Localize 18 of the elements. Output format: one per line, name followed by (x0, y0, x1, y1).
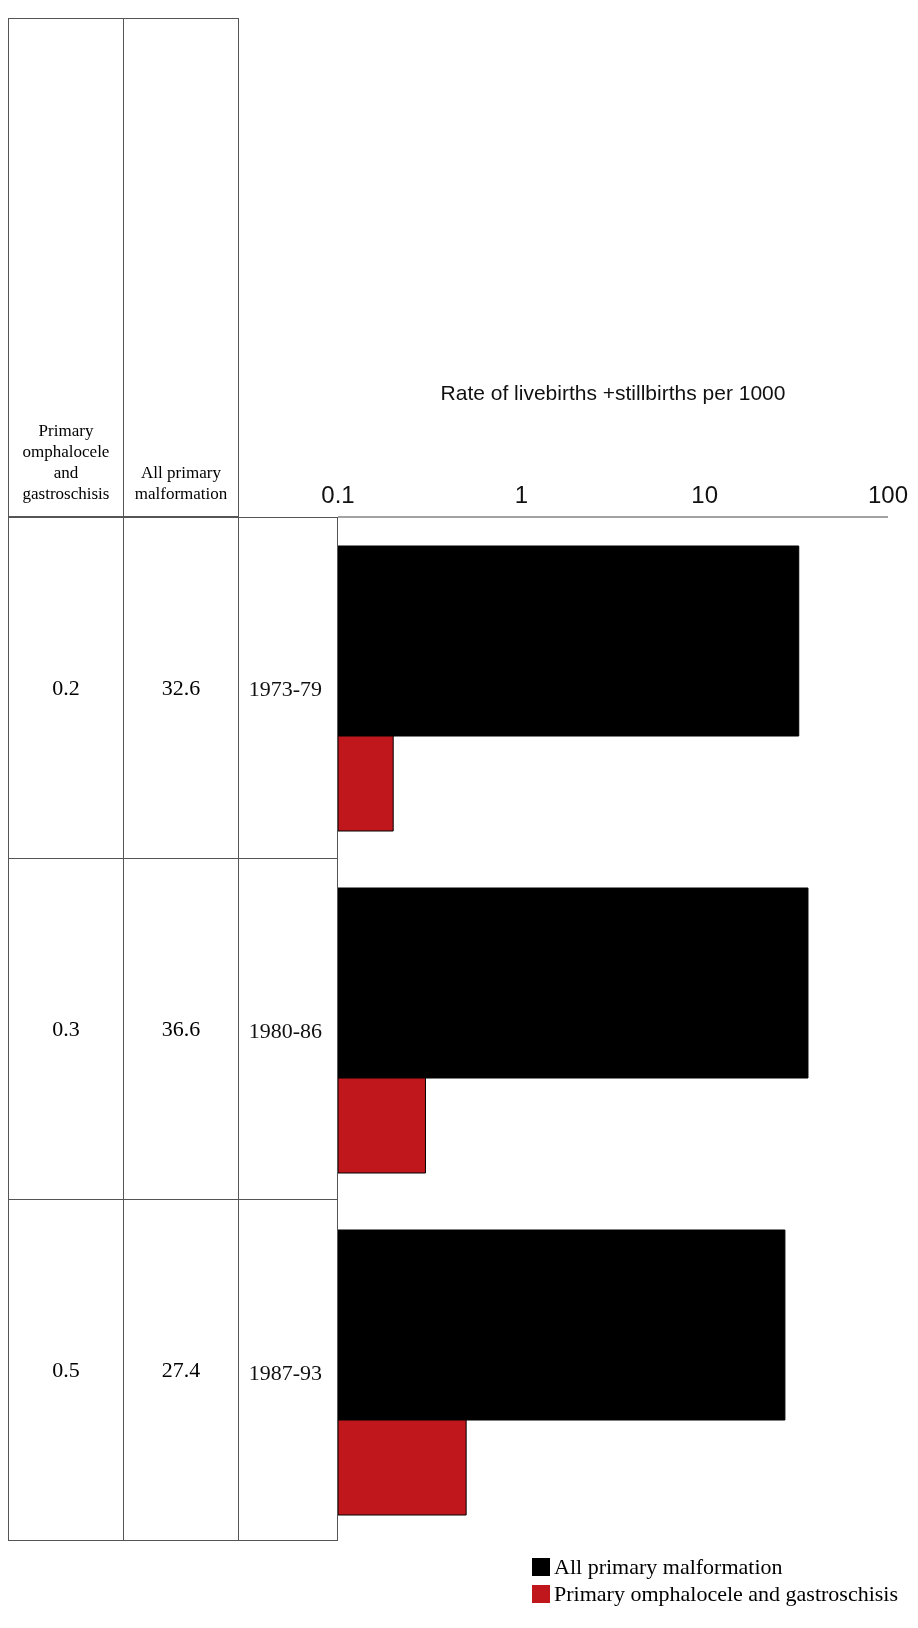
x-tick-label: 10 (691, 481, 719, 508)
data-label: 27.4 (123, 1199, 239, 1541)
y-tick-label: 1980-86 (248, 1017, 322, 1043)
data-label: 0.5 (8, 1199, 124, 1541)
y-tick-label: 1973-79 (248, 675, 322, 701)
x-tick-label: 100 (867, 481, 909, 508)
data-label: 32.6 (123, 517, 239, 859)
data-label: 36.6 (123, 858, 239, 1200)
x-tick-label: 1 (514, 481, 529, 508)
text: Primary omphalocele and gastroschisis (22, 421, 110, 503)
y-tick-label: 1987-93 (248, 1359, 322, 1385)
legend-label: All primary malformation (554, 1553, 783, 1580)
data-label: 0.2 (8, 517, 124, 859)
data-label: 0.3 (8, 858, 124, 1200)
legend-label: Primary omphalocele and gastroschisis (554, 1580, 898, 1607)
x-axis-title: Rate of livebirths +stillbirths per 1000 (440, 381, 786, 404)
x-tick-label: 0.1 (321, 481, 355, 508)
text: All primary malformation (134, 463, 228, 503)
